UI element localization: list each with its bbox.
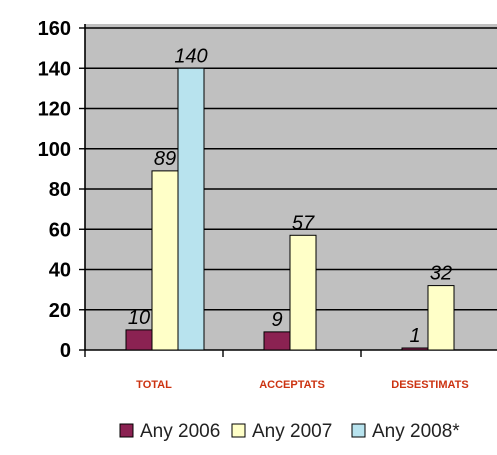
legend-swatch [119, 423, 134, 438]
bar [125, 329, 153, 351]
bar [401, 347, 429, 351]
legend-label: Any 2008* [372, 421, 460, 442]
bar [177, 67, 205, 351]
data-label: 10 [128, 307, 150, 329]
y-tick-label: 80 [49, 179, 71, 201]
category-label: TOTAL [136, 379, 172, 391]
data-label: 140 [174, 45, 207, 67]
legend-swatch [351, 423, 366, 438]
y-tick-label: 60 [49, 219, 71, 241]
data-label: 1 [409, 325, 420, 347]
bar [151, 170, 179, 351]
y-tick-label: 160 [38, 18, 71, 40]
data-label: 57 [292, 212, 315, 234]
y-tick-label: 0 [60, 340, 71, 362]
legend-swatch [231, 423, 246, 438]
data-label: 32 [430, 263, 452, 285]
legend-label: Any 2006 [140, 421, 220, 442]
category-label: ACCEPTATS [259, 379, 325, 391]
y-tick-label: 140 [38, 58, 71, 80]
data-label: 89 [154, 148, 176, 170]
bar [289, 234, 317, 351]
y-tick-label: 40 [49, 260, 71, 282]
y-tick-label: 20 [49, 300, 71, 322]
bar [263, 331, 291, 351]
bar [427, 285, 455, 351]
legend-label: Any 2007 [252, 421, 332, 442]
y-tick-label: 120 [38, 99, 71, 121]
data-label: 9 [271, 309, 282, 331]
y-tick-label: 100 [38, 139, 71, 161]
category-label: DESESTIMATS [391, 379, 468, 391]
